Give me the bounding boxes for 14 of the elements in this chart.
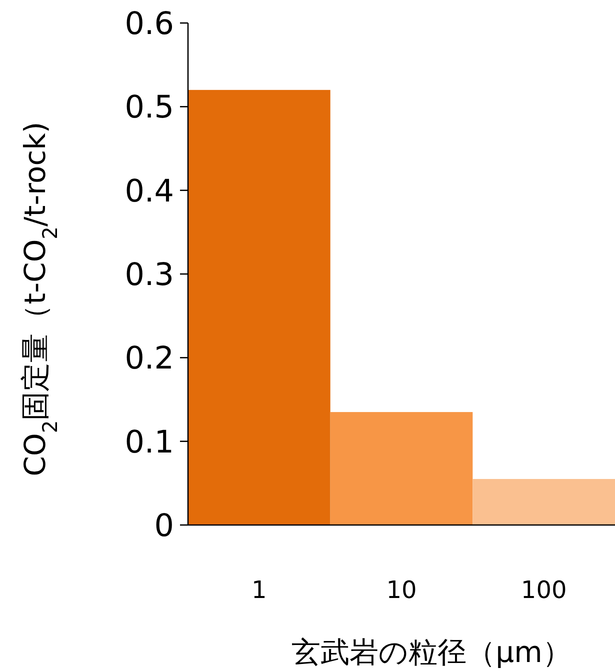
x-axis-title: 玄武岩の粒径（μm） (292, 635, 572, 669)
x-tick-label: 1 (252, 576, 267, 604)
bar (330, 412, 473, 525)
y-tick-label: 0.4 (124, 173, 174, 210)
bar (188, 90, 330, 525)
x-tick-label: 100 (520, 576, 567, 604)
y-tick-label: 0.5 (124, 90, 174, 126)
y-tick-label: 0.1 (124, 424, 174, 460)
y-tick-label: 0.3 (124, 257, 174, 293)
x-tick-label: 10 (386, 576, 417, 604)
y-tick-label: 0 (154, 508, 174, 544)
y-tick-label: 0.2 (124, 340, 174, 377)
bar (472, 478, 615, 525)
y-tick-label: 0.6 (124, 6, 174, 42)
